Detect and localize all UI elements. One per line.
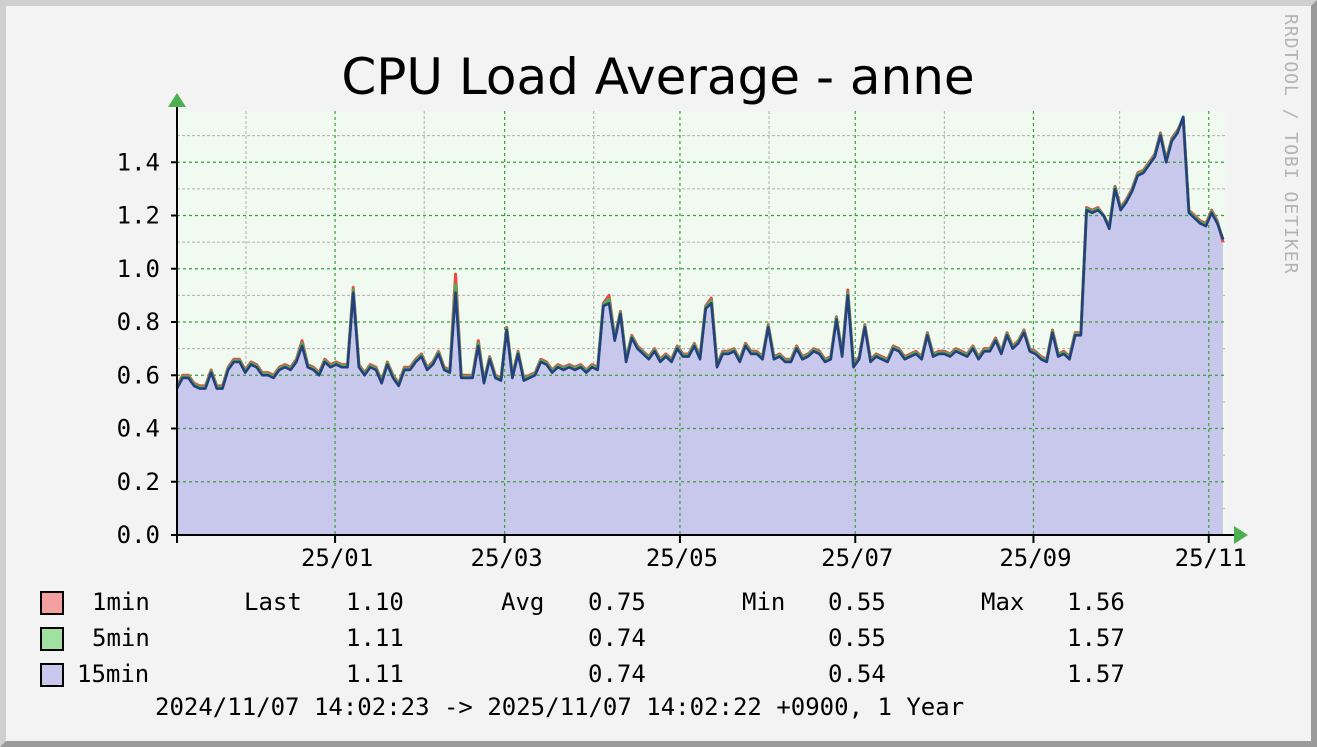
legend-series-name: 5min <box>92 624 150 652</box>
legend-swatch-1min <box>40 591 64 615</box>
legend-avg-value: 0.74 <box>588 624 646 652</box>
legend-header-avg: Avg <box>501 588 545 616</box>
x-tick-label: 25/05 <box>646 544 718 572</box>
legend-avg-value: 0.75 <box>588 588 646 616</box>
time-range: 2024/11/07 14:02:23 -> 2025/11/07 14:02:… <box>155 693 965 721</box>
legend-min-value: 0.54 <box>828 660 886 688</box>
y-tick-label: 0.8 <box>117 308 160 336</box>
legend-swatch-15min <box>40 663 64 687</box>
x-tick-label: 25/01 <box>301 544 373 572</box>
y-tick-label: 1.4 <box>117 148 160 176</box>
legend-header-max: Max <box>981 588 1025 616</box>
legend-last-value: 1.10 <box>346 588 404 616</box>
legend-max-value: 1.57 <box>1067 624 1125 652</box>
legend-last-value: 1.11 <box>346 660 404 688</box>
y-tick-label: 1.0 <box>117 255 160 283</box>
watermark: RRDTOOL / TOBI OETIKER <box>1280 14 1301 275</box>
x-tick-label: 25/07 <box>821 544 893 572</box>
legend-row-5min: 5min 1.11 0.74 0.55 1.57 <box>40 624 1160 654</box>
legend-series-name: 15min <box>77 660 150 688</box>
legend-row-15min: 15min 1.11 0.74 0.54 1.57 <box>40 660 1160 690</box>
legend-last-value: 1.11 <box>346 624 404 652</box>
y-tick-label: 0.0 <box>117 521 160 549</box>
x-tick-label: 25/03 <box>471 544 543 572</box>
y-tick-label: 0.4 <box>117 415 160 443</box>
x-tick-label: 25/09 <box>999 544 1071 572</box>
legend-max-value: 1.57 <box>1067 660 1125 688</box>
series-line-15min <box>175 115 1225 390</box>
chart-title: CPU Load Average - anne <box>341 48 974 106</box>
legend-header-min: Min <box>742 588 786 616</box>
x-tick-label: 25/11 <box>1175 544 1247 572</box>
y-tick-label: 0.6 <box>117 361 160 389</box>
legend-swatch-5min <box>40 627 64 651</box>
legend-max-value: 1.56 <box>1067 588 1125 616</box>
x-axis-arrow <box>1234 526 1248 544</box>
legend-series-name: 1min <box>92 588 150 616</box>
legend-avg-value: 0.74 <box>588 660 646 688</box>
y-axis-arrow <box>168 93 186 107</box>
y-tick-label: 1.2 <box>117 202 160 230</box>
legend-row-1min: 1min Last Avg Min Max 1.10 0.75 0.55 1.56 <box>40 588 1160 618</box>
legend-header-last: Last <box>244 588 302 616</box>
y-tick-label: 0.2 <box>117 468 160 496</box>
series-area-15min <box>177 116 1223 536</box>
legend-min-value: 0.55 <box>828 624 886 652</box>
legend-min-value: 0.55 <box>828 588 886 616</box>
